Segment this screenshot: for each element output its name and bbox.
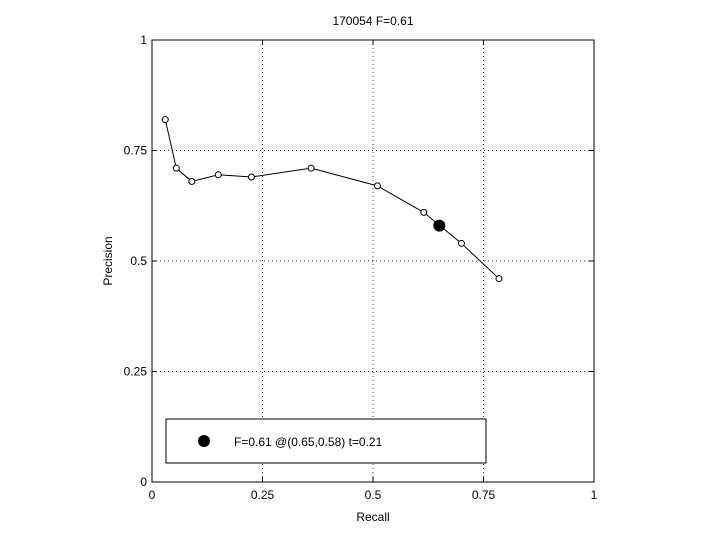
legend-box: [165, 418, 487, 464]
data-point: [457, 239, 465, 247]
y-tick-label: 0.5: [130, 254, 147, 268]
legend-marker: [198, 435, 210, 447]
x-tick-label: 0.75: [472, 488, 496, 502]
x-tick-label: 0: [149, 488, 156, 502]
grid-lines: [152, 40, 594, 482]
legend: F=0.61 @(0.65,0.58) t=0.21: [165, 418, 487, 464]
data-point: [172, 164, 180, 172]
y-tick-label: 1: [140, 33, 147, 47]
x-axis-label: Recall: [356, 510, 389, 524]
x-tick-label: 1: [591, 488, 598, 502]
x-tick-label: 0.5: [365, 488, 382, 502]
axis-ticks: 0 0.25 0.5 0.75 1 0 0.25 0.5 0.75 1: [124, 33, 598, 502]
data-point: [307, 164, 315, 172]
data-point: [247, 173, 255, 181]
data-point: [188, 177, 196, 185]
data-point: [420, 208, 428, 216]
y-axis-label: Precision: [101, 236, 115, 285]
y-tick-label: 0.25: [124, 365, 148, 379]
y-tick-label: 0.75: [124, 144, 148, 158]
series-layer: [161, 116, 503, 283]
data-point: [161, 116, 169, 124]
y-tick-label: 0: [140, 475, 147, 489]
best-f-point: [433, 219, 446, 232]
data-point: [373, 182, 381, 190]
legend-label: F=0.61 @(0.65,0.58) t=0.21: [234, 435, 383, 449]
chart-title: 170054 F=0.61: [332, 14, 413, 28]
x-tick-label: 0.25: [251, 488, 275, 502]
data-point: [214, 171, 222, 179]
data-point: [495, 275, 503, 283]
